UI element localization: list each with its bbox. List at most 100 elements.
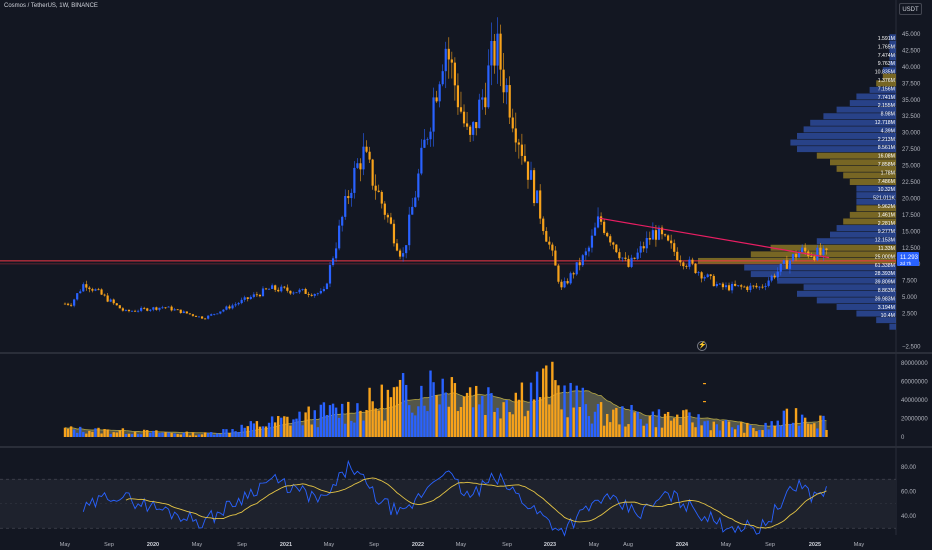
- volume-profile-bar: [816, 297, 896, 304]
- volume-bar: [185, 431, 189, 437]
- candle-body: [353, 167, 356, 193]
- volume-bar: [672, 418, 676, 437]
- candle-body: [755, 285, 758, 288]
- volume-bar: [136, 434, 140, 437]
- trendline-layer[interactable]: [599, 217, 830, 259]
- volume-bar: [340, 403, 344, 437]
- volume-bar: [252, 423, 256, 437]
- volume-bar: [350, 420, 353, 437]
- candle-body: [517, 142, 520, 145]
- trendline[interactable]: [599, 217, 830, 259]
- candle-body: [310, 294, 313, 296]
- volume-bar: [609, 422, 612, 437]
- candle-body: [322, 289, 326, 292]
- volume-bar: [401, 373, 405, 437]
- volume-bar: [216, 433, 219, 437]
- volume-profile-label: 1.376M: [878, 78, 895, 84]
- volume-bar: [642, 425, 645, 437]
- candle-body: [752, 285, 755, 287]
- candle-body: [593, 227, 597, 236]
- volume-bar: [803, 417, 807, 437]
- volume-axis[interactable]: 80000000 60000000 40000000 20000000 0: [901, 361, 928, 441]
- candle-body: [465, 123, 469, 127]
- candle-body: [587, 247, 591, 252]
- volume-bar: [548, 404, 551, 437]
- candle-body: [630, 257, 633, 267]
- volume-profile-bar: [744, 264, 896, 271]
- candle-body: [109, 299, 112, 302]
- volume-bar: [462, 396, 466, 437]
- volume-bar: [289, 425, 292, 437]
- volume-profile-label: 521.011K: [873, 196, 895, 202]
- volume-bar: [88, 430, 91, 437]
- volume-bar: [447, 406, 450, 437]
- volume-profile-bar: [849, 211, 896, 218]
- volume-bar: [79, 426, 82, 437]
- time-tick-label: Sep: [104, 542, 114, 548]
- rsi-axis[interactable]: 80.00 60.00 40.00: [901, 465, 917, 520]
- candle-body: [560, 281, 563, 288]
- symbol-title[interactable]: Cosmos / TetherUS, 1W, BINANCE: [4, 3, 98, 9]
- volume-bar: [475, 385, 478, 437]
- candle-body: [194, 315, 198, 317]
- volume-bar: [746, 422, 749, 437]
- volume-bar: [167, 432, 170, 437]
- volume-profile-bar: [790, 139, 896, 146]
- price-axis[interactable]: 45.000 42.500 40.000 37.500 35.000 32.500 30.0…: [902, 32, 921, 350]
- currency-button[interactable]: USDT: [899, 3, 922, 15]
- separator-volume-rsi[interactable]: [0, 446, 932, 448]
- volume-bar: [210, 432, 213, 437]
- price-tick-label: 15.000: [902, 229, 921, 235]
- candle-body: [398, 250, 402, 257]
- volume-bar: [328, 405, 332, 437]
- volume-bar: [298, 411, 301, 437]
- volume-bar: [112, 432, 115, 437]
- lightning-bolt-icon[interactable]: ⚡: [697, 341, 707, 351]
- volume-profile-bar: [843, 218, 896, 225]
- candle-body: [231, 305, 234, 309]
- candle-body: [197, 316, 201, 318]
- candle-body: [679, 260, 682, 263]
- volume-bar: [615, 407, 618, 437]
- candle-body: [438, 84, 441, 102]
- volume-bar: [280, 417, 283, 437]
- volume-bar: [356, 403, 359, 437]
- horizontal-line-layer[interactable]: [0, 260, 896, 265]
- volume-bar: [292, 419, 295, 437]
- price-tick-label: 20.000: [902, 196, 921, 202]
- candle-body: [636, 252, 639, 259]
- volume-bar: [301, 425, 304, 437]
- candle-body: [712, 275, 715, 287]
- volume-profile-bar: [856, 310, 896, 317]
- volume-profile-bar: [882, 67, 896, 74]
- volume-bar: [97, 427, 100, 437]
- volume-profile-label: 7.741M: [878, 95, 895, 101]
- candle-body: [91, 289, 94, 291]
- volume-bar: [115, 432, 118, 437]
- volume-bar: [383, 420, 387, 437]
- volume-bar: [398, 379, 402, 437]
- candle-body: [240, 299, 243, 304]
- candle-body: [420, 147, 423, 174]
- candle-body: [694, 263, 697, 274]
- volume-bar: [423, 405, 426, 437]
- volume-bar: [712, 421, 715, 437]
- candle-body: [264, 288, 268, 290]
- separator-main-volume[interactable]: [0, 352, 932, 354]
- candle-body: [606, 232, 609, 237]
- volume-bar: [273, 422, 277, 437]
- candle-body: [785, 260, 788, 269]
- time-axis[interactable]: May Sep 2020 May Sep 2021 May Sep 2022 May Sep 2023…: [60, 542, 865, 548]
- volume-profile-bar: [836, 106, 896, 113]
- candle-body: [804, 247, 807, 252]
- candle-body: [124, 309, 128, 311]
- volume-profile-label: 7.156M: [878, 86, 895, 92]
- volume-profile-label: 2.213M: [878, 137, 895, 143]
- candle-body: [767, 280, 770, 286]
- volume-bar: [627, 424, 630, 437]
- volume-bar: [170, 432, 173, 437]
- volume-bar: [106, 429, 109, 437]
- volume-bar: [660, 427, 664, 437]
- candle-body: [685, 266, 688, 267]
